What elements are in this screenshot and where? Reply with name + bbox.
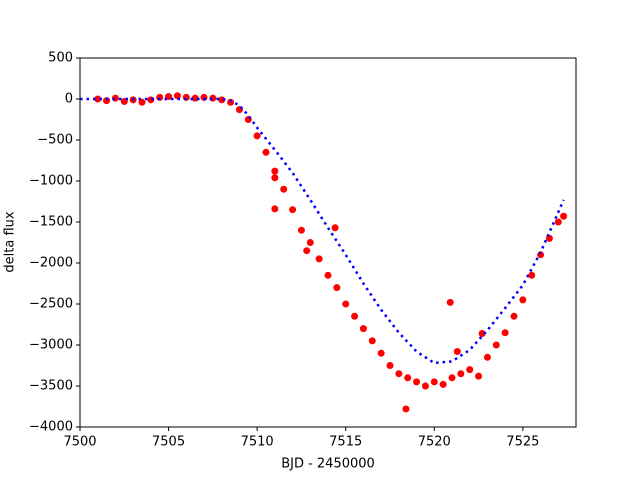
data-point [94,95,102,103]
data-point [501,329,509,337]
y-tick-label: −1000 [29,174,73,189]
y-tick-label: −500 [37,133,73,148]
data-point [280,185,288,193]
y-tick-label: −2000 [29,256,73,271]
x-tick-label: 7515 [329,435,362,450]
data-point [303,247,311,255]
data-point [324,271,332,279]
data-point [342,300,350,308]
data-point [475,372,483,380]
data-point [413,378,421,386]
data-point [560,212,568,220]
data-point [333,284,341,292]
data-point [421,382,429,390]
y-tick-label: −3500 [29,379,73,394]
data-point [446,298,454,306]
data-point [368,337,376,345]
y-axis-label: delta flux [3,211,18,272]
data-point [377,349,385,357]
data-point [271,205,279,213]
y-tick-label: 500 [48,51,73,66]
data-point [545,234,553,242]
x-tick-label: 7525 [506,435,539,450]
y-tick-label: −1500 [29,215,73,230]
x-tick-label: 7520 [418,435,451,450]
x-tick-label: 7500 [63,435,96,450]
y-tick-label: −3000 [29,338,73,353]
data-point [359,325,367,333]
data-point [138,98,146,106]
data-point [478,330,486,338]
data-point [253,132,261,140]
data-point [297,226,305,234]
data-point [395,370,403,378]
data-point [439,380,447,388]
data-point [315,255,323,263]
data-point [466,366,474,374]
data-point [492,341,500,349]
data-point [306,239,314,246]
data-point [554,218,562,226]
data-point [227,98,235,106]
y-tick-label: −2500 [29,297,73,312]
plot-frame [79,57,577,428]
y-tick-label: 0 [65,92,73,107]
data-point [289,206,297,214]
data-point [386,362,394,369]
x-tick-label: 7505 [152,435,185,450]
data-point [173,92,181,100]
data-point [271,167,279,175]
data-point [448,374,456,382]
model-line [80,97,565,365]
data-point [510,312,518,320]
data-point [156,93,164,101]
data-point [351,312,359,320]
data-point [271,174,279,182]
x-tick-label: 7510 [241,435,274,450]
data-point [402,405,410,413]
data-point [528,271,536,279]
data-point [430,378,438,386]
data-point [519,296,527,304]
data-point [404,374,412,382]
x-axis-label: BJD - 2450000 [281,457,375,472]
data-point [262,148,270,156]
data-point [483,353,491,361]
data-point [331,224,339,232]
y-tick-label: −4000 [29,420,73,435]
data-point [457,370,465,378]
data-point [191,94,199,102]
data-point [453,348,461,356]
